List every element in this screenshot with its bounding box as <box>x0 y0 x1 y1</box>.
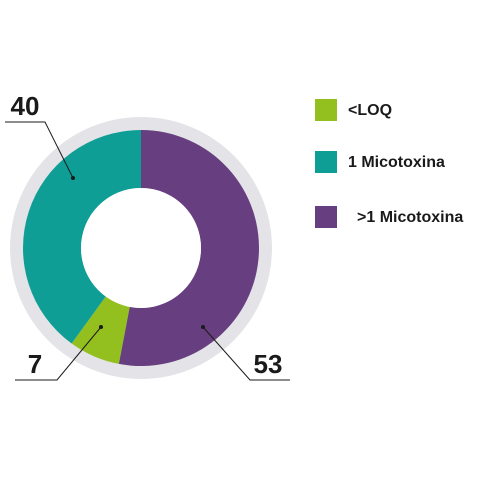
leader-line <box>202 326 290 381</box>
value-label: 53 <box>254 349 283 379</box>
legend-label: <LOQ <box>348 102 392 119</box>
legend-swatch <box>315 206 337 228</box>
leader-dot <box>71 176 75 180</box>
value-label: 40 <box>11 91 40 121</box>
donut-slice <box>22 130 141 344</box>
leader-dot <box>99 325 103 329</box>
legend-swatch <box>315 151 337 173</box>
donut-slice <box>71 296 130 364</box>
leader-line <box>5 121 74 179</box>
legend-label: 1 Micotoxina <box>348 154 445 171</box>
legend-label: >1 Micotoxina <box>357 209 463 226</box>
donut-hole <box>81 188 201 308</box>
donut-slice <box>118 130 260 366</box>
value-label: 7 <box>28 349 42 379</box>
leader-dot <box>201 325 205 329</box>
leader-line <box>15 326 102 381</box>
legend-swatch <box>315 99 337 121</box>
